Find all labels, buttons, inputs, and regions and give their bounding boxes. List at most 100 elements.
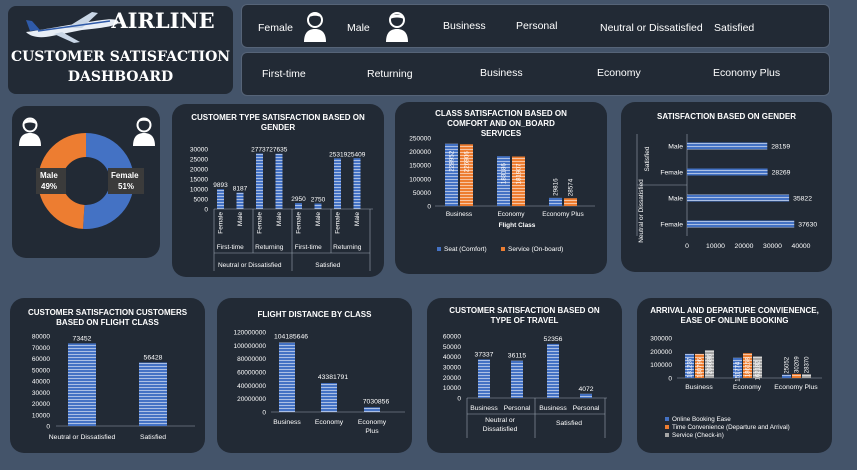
bar-neutral-or-dissatisfied: [68, 343, 96, 426]
value-label: 208686: [708, 353, 714, 374]
travel-label: Business: [539, 405, 567, 412]
cc-ytick: 100000: [409, 176, 431, 183]
fd-ytick: 0: [262, 410, 266, 417]
fc-ytick: 50000: [32, 367, 50, 374]
title-panel: AIRLINE CUSTOMER SATISFACTION DASHBOARD: [8, 6, 233, 94]
gender-donut-panel: Male 49% Female 51%: [12, 106, 160, 258]
title-dashboard: DASHBOARD: [67, 69, 174, 85]
chart-title-customer-type-gender: CUSTOMER TYPE SATISFACTION BASED ON GEND…: [191, 113, 365, 132]
ad-ytick: 200000: [650, 349, 672, 356]
category-label: Economy Plus: [774, 384, 818, 391]
fc-ytick: 80000: [32, 334, 50, 341]
legend-service: Service (On-board): [508, 246, 563, 253]
tt-ytick: 50000: [443, 344, 461, 351]
fc-ytick: 60000: [32, 356, 50, 363]
cc-ytick: 200000: [409, 149, 431, 156]
group-label-neutral-dissatisfied: Neutral or Dissatisfied: [483, 417, 518, 433]
chart-title-arrival-departure: ARRIVAL AND DEPARTURE CONVIENENCE, EASE …: [650, 306, 819, 325]
value-label: 2531925409: [329, 151, 366, 158]
gender-label-male: Male: [237, 212, 244, 226]
flight-class-customers-panel: CUSTOMER SATISFACTION CUSTOMERS BASED ON…: [10, 298, 205, 453]
ad-ytick: 300000: [650, 336, 672, 343]
bar-economy-plus: [364, 407, 380, 412]
bar-business-series-2: [705, 350, 714, 378]
value-label: 28269: [772, 170, 791, 177]
bar-neutral-or-dissatisfied-personal: [511, 360, 523, 398]
bar-neutral-or-dissatisfied-female: [687, 220, 795, 228]
slicer-customer-class: First-time Returning Business Economy Ec…: [241, 52, 830, 96]
value-label: 2773727635: [251, 147, 288, 154]
gender-label-male: Male: [315, 212, 322, 226]
slicer-economy-plus-class[interactable]: Economy Plus: [713, 67, 781, 79]
legend-series-0: Online Booking Ease: [672, 416, 731, 423]
category-label: Satisfied: [140, 434, 166, 441]
ctg-ytick: 0: [204, 207, 208, 214]
gender-label-female: Female: [218, 212, 225, 234]
value-label: 37337: [475, 351, 494, 358]
slicer-satisfied[interactable]: Satisfied: [714, 22, 755, 34]
bar-neutral-or-dissatisfied-business: [478, 359, 490, 398]
tt-ytick: 40000: [443, 354, 461, 361]
category-label: Economy: [315, 419, 344, 426]
class-comfort-chart: 0 50000 100000 150000 200000 250000 228952 2269…: [409, 136, 595, 253]
tt-ytick: 60000: [443, 334, 461, 341]
bar-economy-series-0: [733, 357, 742, 378]
value-label: 183186: [501, 163, 508, 185]
slicer-female[interactable]: Female: [258, 22, 294, 34]
slicer-returning[interactable]: Returning: [367, 68, 413, 80]
value-label: 186158: [746, 356, 752, 377]
satisfaction-gender-chart: 28159 Male 28269 Female 35822 Male 37630 Female…: [636, 134, 817, 250]
slicer-neutral-dissatisfied[interactable]: Neutral or Dissatisfied: [600, 22, 703, 34]
customer-type-gender-panel: CUSTOMER TYPE SATISFACTION BASED ON GEND…: [172, 104, 384, 277]
donut-label-male: Male: [40, 171, 58, 180]
slicer-male[interactable]: Male: [347, 22, 370, 34]
ctg-ytick: 20000: [190, 167, 208, 174]
bar-economy-series-2: [753, 356, 762, 378]
slicer-first-time[interactable]: First-time: [262, 68, 306, 80]
legend-swatch-series-0: [665, 417, 669, 421]
airplane-icon: [26, 12, 119, 43]
fd-ytick: 60000000: [237, 370, 266, 377]
x-tick: 20000: [735, 243, 754, 250]
gender-label-female: Female: [335, 212, 342, 234]
category-label: Business: [685, 384, 713, 391]
value-label: 2950: [291, 196, 306, 203]
bar-economy-plus-series-0: [782, 374, 791, 378]
bar-neutral-or-dissatisfied-first-time-male: [236, 192, 244, 209]
category-label: Business: [446, 211, 473, 218]
value-label: 30209: [795, 356, 801, 373]
bar-neutral-or-dissatisfied-first-time-female: [217, 189, 224, 209]
group-label-satisfied: Satisfied: [644, 146, 651, 171]
fd-ytick: 80000000: [237, 356, 266, 363]
chart-title-flight-distance: FLIGHT DISTANCE BY CLASS: [257, 310, 372, 319]
type-label: Returning: [333, 244, 362, 251]
value-label: 43381791: [318, 374, 348, 381]
slicer-personal-travel[interactable]: Personal: [516, 20, 558, 32]
slicer-business-travel[interactable]: Business: [443, 20, 486, 32]
ad-ytick: 100000: [650, 362, 672, 369]
type-label: First-time: [295, 244, 322, 251]
cc-ytick: 50000: [413, 190, 431, 197]
chart-title-satisfaction-gender: SATISFACTION BASED ON GENDER: [657, 112, 796, 121]
gender-label: Male: [668, 196, 683, 203]
legend-seat: Seat (Comfort): [444, 246, 487, 253]
value-label: 181237: [688, 357, 694, 378]
tt-ytick: 20000: [443, 375, 461, 382]
gender-label-male: Male: [276, 212, 283, 226]
bar-satisfied-first-time-male: [314, 203, 322, 209]
gender-label: Female: [660, 170, 683, 177]
value-label: 7030856: [363, 398, 390, 405]
category-label: Economy Plus: [542, 211, 584, 218]
bar-satisfied-female: [687, 168, 768, 176]
slicer-economy-class[interactable]: Economy: [597, 67, 641, 79]
x-axis-title: Flight Class: [499, 222, 536, 229]
type-of-travel-panel: CUSTOMER SATISFACTION BASED ON TYPE OF T…: [427, 298, 622, 453]
travel-label: Business: [470, 405, 498, 412]
slicer-business-class[interactable]: Business: [480, 67, 523, 79]
tt-ytick: 30000: [443, 365, 461, 372]
cc-ytick: 250000: [409, 136, 431, 143]
x-tick: 40000: [792, 243, 811, 250]
fc-ytick: 70000: [32, 345, 50, 352]
bar-satisfied-personal: [580, 393, 592, 398]
value-label: 37630: [798, 222, 817, 229]
